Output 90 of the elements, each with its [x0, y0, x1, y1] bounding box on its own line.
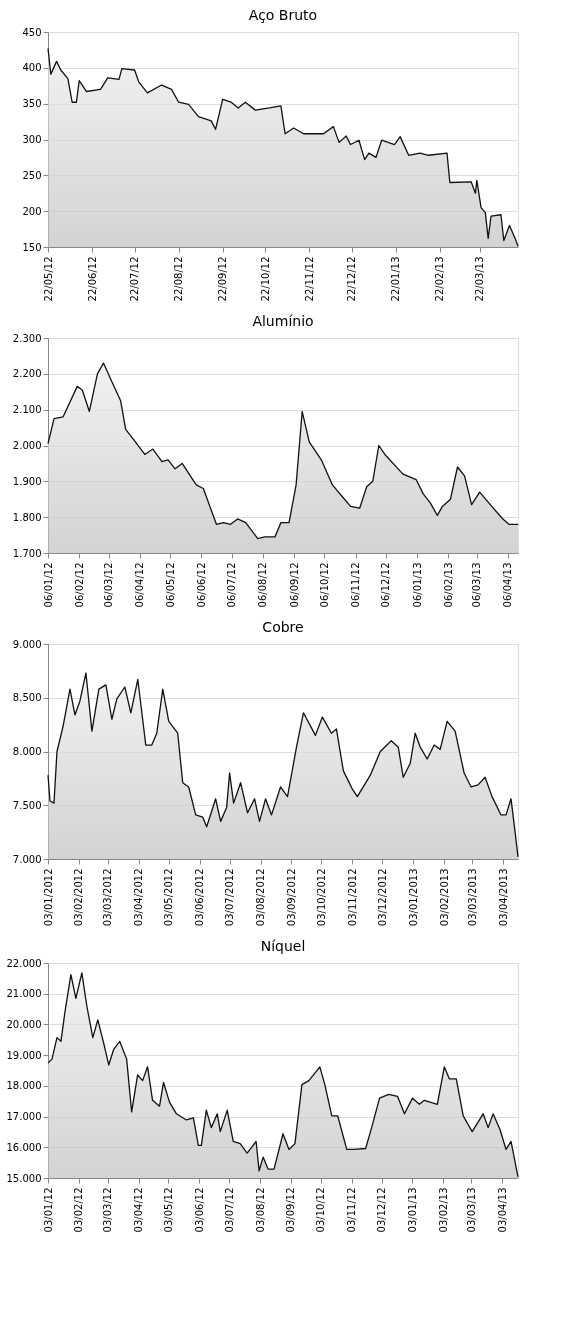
y-tick-label: 15.000	[6, 1172, 42, 1184]
x-tick-label: 22/02/13	[434, 256, 446, 302]
x-tick-label: 03/04/12	[133, 1187, 145, 1233]
x-tick-label: 03/10/12	[315, 1187, 327, 1233]
x-tick-label: 22/08/12	[173, 256, 185, 302]
x-tick-label: 03/12/12	[376, 1187, 388, 1233]
chart-title: Cobre	[262, 619, 304, 635]
x-tick-label: 06/04/12	[134, 562, 146, 608]
x-tick-label: 06/10/12	[318, 562, 330, 608]
y-tick-label: 9.000	[12, 638, 42, 650]
x-tick-label: 03/03/2012	[102, 868, 114, 927]
x-tick-label: 06/08/12	[257, 562, 269, 608]
x-tick-label: 03/04/2012	[133, 868, 145, 927]
x-tick-label: 06/03/12	[103, 562, 115, 608]
y-tick-label: 17.000	[6, 1111, 42, 1123]
y-tick-label: 8.000	[12, 746, 42, 757]
y-tick-label: 8.500	[12, 692, 42, 704]
y-tick-label: 7.000	[12, 853, 42, 865]
y-tick-label: 1.700	[12, 547, 42, 559]
y-tick-label: 18.000	[6, 1080, 42, 1092]
x-tick-label: 03/01/13	[406, 1187, 418, 1233]
y-tick-label: 450	[22, 26, 42, 38]
x-tick-label: 03/08/12	[254, 1187, 266, 1233]
x-tick-label: 03/03/13	[465, 1187, 477, 1233]
x-tick-label: 06/11/12	[350, 562, 362, 608]
x-tick-label: 03/01/2012	[42, 868, 54, 927]
x-tick-label: 03/12/2012	[376, 868, 388, 927]
y-tick-label: 250	[22, 169, 42, 181]
x-tick-label: 06/02/13	[442, 562, 454, 608]
x-tick-label: 03/10/2012	[315, 868, 327, 927]
y-tick-label: 2.300	[12, 332, 42, 344]
x-tick-label: 06/05/12	[164, 562, 176, 608]
x-tick-label: 06/03/13	[471, 562, 483, 608]
y-tick-label: 16.000	[6, 1141, 42, 1153]
x-tick-label: 03/06/2012	[194, 868, 206, 927]
x-tick-label: 03/01/12	[42, 1187, 54, 1233]
x-tick-label: 03/05/2012	[163, 868, 175, 927]
y-tick-label: 2.100	[12, 404, 42, 416]
x-tick-label: 22/11/12	[303, 256, 315, 302]
x-tick-label: 03/04/2013	[497, 868, 509, 927]
x-tick-label: 06/09/12	[288, 562, 300, 608]
y-tick-label: 350	[22, 98, 42, 110]
x-tick-label: 03/09/2012	[285, 868, 297, 927]
x-tick-label: 06/06/12	[195, 562, 207, 608]
x-tick-label: 03/09/12	[285, 1187, 297, 1233]
x-tick-label: 03/11/12	[346, 1187, 358, 1233]
y-tick-label: 2.200	[12, 368, 42, 380]
x-tick-label: 03/11/2012	[346, 868, 358, 927]
y-tick-label: 150	[22, 241, 42, 253]
x-tick-label: 06/02/12	[73, 562, 85, 608]
x-tick-label: 06/07/12	[226, 562, 238, 608]
y-tick-label: 7.500	[12, 799, 42, 811]
x-tick-label: 06/12/12	[380, 562, 392, 608]
y-tick-label: 200	[22, 205, 42, 217]
y-tick-label: 22.000	[6, 957, 42, 969]
y-tick-label: 400	[22, 62, 42, 74]
y-tick-label: 20.000	[6, 1018, 42, 1030]
x-tick-label: 22/12/12	[346, 256, 358, 302]
x-tick-label: 22/05/12	[42, 256, 54, 302]
x-tick-label: 03/07/12	[223, 1187, 235, 1233]
x-tick-label: 22/07/12	[129, 256, 141, 302]
x-tick-label: 06/04/13	[502, 562, 514, 608]
y-tick-label: 1.900	[12, 475, 42, 487]
x-tick-label: 03/05/12	[162, 1187, 174, 1233]
x-tick-label: 03/02/2012	[73, 868, 85, 927]
y-tick-label: 2.000	[12, 440, 42, 451]
x-tick-label: 22/01/13	[390, 256, 402, 302]
x-tick-label: 03/01/2013	[407, 868, 419, 927]
x-tick-label: 03/02/13	[437, 1187, 449, 1233]
y-tick-label: 1.800	[12, 511, 42, 523]
x-tick-label: 22/03/13	[474, 256, 486, 302]
y-tick-label: 19.000	[6, 1049, 42, 1061]
x-tick-label: 03/02/2013	[438, 868, 450, 927]
x-tick-label: 03/06/12	[193, 1187, 205, 1233]
x-tick-label: 03/03/12	[102, 1187, 114, 1233]
x-tick-label: 06/01/13	[411, 562, 423, 608]
x-tick-label: 22/10/12	[259, 256, 271, 302]
x-tick-label: 06/01/12	[42, 562, 54, 608]
x-tick-label: 03/08/2012	[255, 868, 267, 927]
chart-title: Alumínio	[252, 313, 314, 329]
chart-title: Níquel	[260, 938, 306, 954]
y-tick-label: 300	[22, 134, 42, 145]
x-tick-label: 03/04/13	[496, 1187, 508, 1233]
chart-title: Aço Bruto	[248, 7, 318, 23]
x-tick-label: 03/02/12	[73, 1187, 85, 1233]
x-tick-label: 22/06/12	[86, 256, 98, 302]
x-tick-label: 22/09/12	[217, 256, 229, 302]
x-tick-label: 03/07/2012	[224, 868, 236, 927]
y-tick-label: 21.000	[6, 988, 42, 1000]
x-tick-label: 03/03/2013	[466, 868, 478, 927]
